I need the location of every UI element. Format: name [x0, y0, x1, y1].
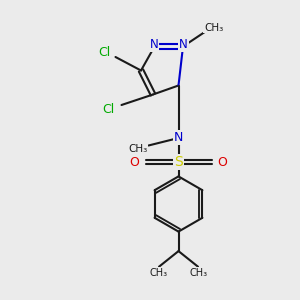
Text: CH₃: CH₃ — [128, 143, 148, 154]
Text: O: O — [130, 155, 139, 169]
Text: Cl: Cl — [98, 46, 110, 59]
Text: N: N — [149, 38, 158, 51]
Text: CH₃: CH₃ — [190, 268, 208, 278]
Text: N: N — [179, 38, 188, 51]
Text: CH₃: CH₃ — [149, 268, 167, 278]
Text: CH₃: CH₃ — [204, 22, 223, 33]
Text: N: N — [174, 131, 183, 144]
Text: O: O — [218, 155, 227, 169]
Text: S: S — [174, 155, 183, 169]
Text: Cl: Cl — [103, 103, 115, 116]
